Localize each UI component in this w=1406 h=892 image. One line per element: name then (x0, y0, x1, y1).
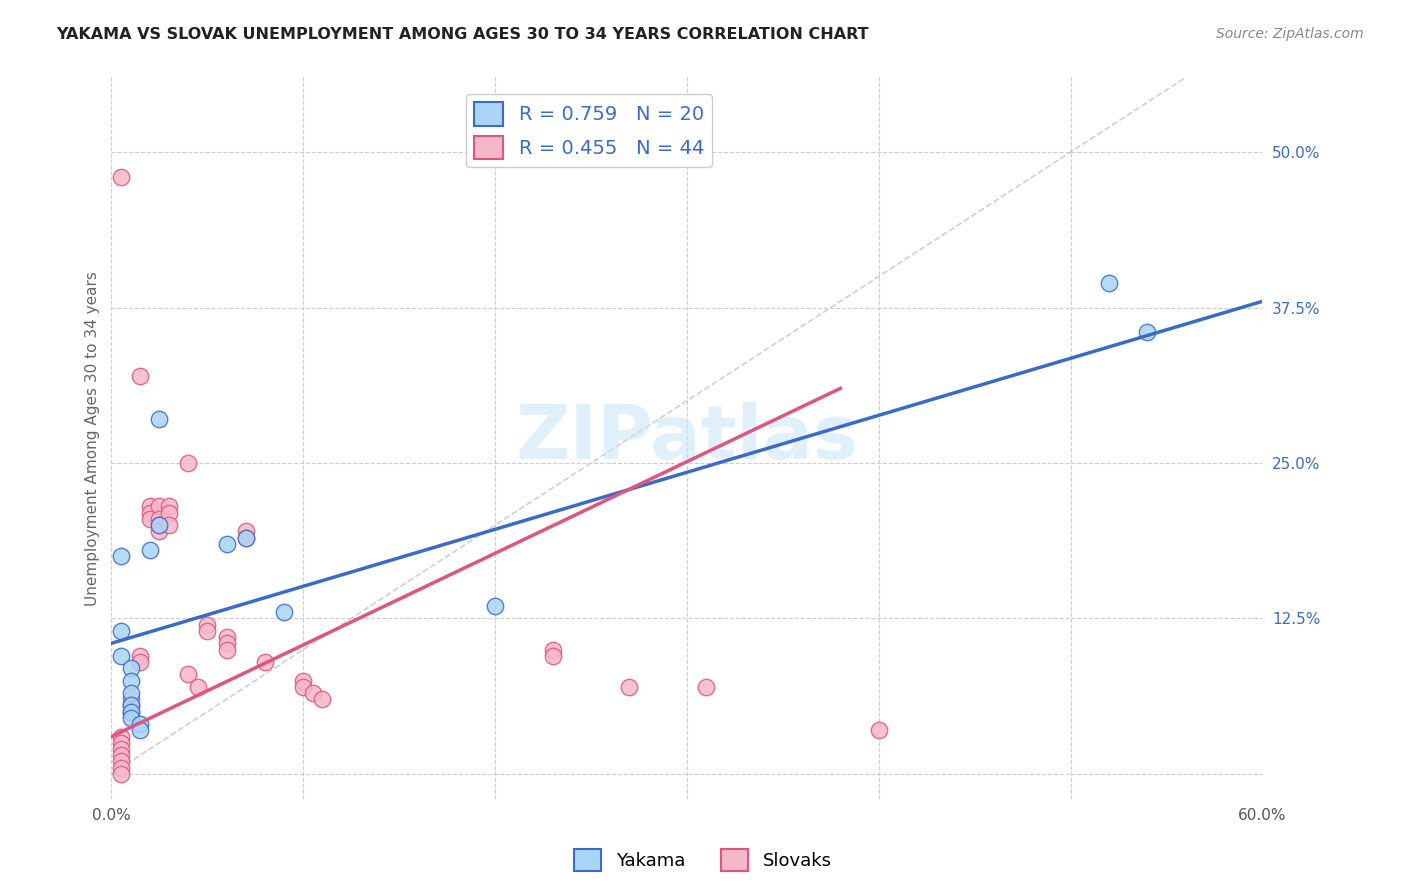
Point (177, 667, 200, 681)
Point (292, 673, 315, 688)
Point (157, 500, 180, 514)
Point (120, 698, 142, 713)
Point (148, 518, 170, 533)
Point (120, 686, 142, 700)
Point (311, 692, 333, 706)
Point (235, 524, 257, 539)
Point (215, 537, 238, 551)
Point (120, 705, 142, 719)
Point (120, 661, 142, 675)
Y-axis label: Unemployment Among Ages 30 to 34 years: Unemployment Among Ages 30 to 34 years (86, 270, 100, 606)
Point (120, 692, 142, 706)
Point (139, 506, 162, 520)
Point (302, 686, 325, 700)
Point (120, 705, 142, 719)
Point (139, 512, 162, 526)
Point (120, 673, 142, 688)
Point (139, 500, 162, 514)
Point (619, 680, 641, 694)
Point (484, 599, 506, 613)
Point (110, 169, 132, 184)
Point (120, 711, 142, 725)
Point (177, 456, 200, 470)
Point (110, 742, 132, 756)
Point (129, 648, 152, 663)
Point (868, 723, 890, 738)
Point (148, 524, 170, 539)
Point (148, 518, 170, 533)
Point (110, 736, 132, 750)
Point (215, 630, 238, 644)
Legend: Yakama, Slovaks: Yakama, Slovaks (567, 842, 839, 879)
Point (129, 655, 152, 669)
Point (215, 642, 238, 657)
Point (148, 412, 170, 426)
Point (148, 500, 170, 514)
Point (292, 680, 315, 694)
Point (253, 655, 276, 669)
Point (157, 506, 180, 520)
Point (273, 605, 295, 619)
Point (110, 730, 132, 744)
Point (110, 748, 132, 763)
Point (110, 761, 132, 775)
Point (695, 680, 717, 694)
Point (110, 549, 132, 564)
Point (129, 723, 152, 738)
Text: ZIPatlas: ZIPatlas (516, 401, 858, 475)
Point (235, 531, 257, 545)
Point (110, 624, 132, 638)
Point (195, 617, 218, 632)
Point (110, 648, 132, 663)
Point (148, 512, 170, 526)
Point (195, 624, 218, 638)
Point (541, 648, 564, 663)
Point (129, 717, 152, 731)
Point (129, 368, 152, 383)
Point (139, 543, 162, 558)
Point (120, 698, 142, 713)
Point (215, 636, 238, 650)
Point (1136, 326, 1159, 340)
Text: Source: ZipAtlas.com: Source: ZipAtlas.com (1216, 27, 1364, 41)
Legend: R = 0.759   N = 20, R = 0.455   N = 44: R = 0.759 N = 20, R = 0.455 N = 44 (467, 95, 711, 167)
Point (1098, 276, 1121, 290)
Text: YAKAMA VS SLOVAK UNEMPLOYMENT AMONG AGES 30 TO 34 YEARS CORRELATION CHART: YAKAMA VS SLOVAK UNEMPLOYMENT AMONG AGES… (56, 27, 869, 42)
Point (541, 642, 564, 657)
Point (110, 767, 132, 781)
Point (157, 518, 180, 533)
Point (110, 755, 132, 769)
Point (187, 680, 209, 694)
Point (235, 531, 257, 545)
